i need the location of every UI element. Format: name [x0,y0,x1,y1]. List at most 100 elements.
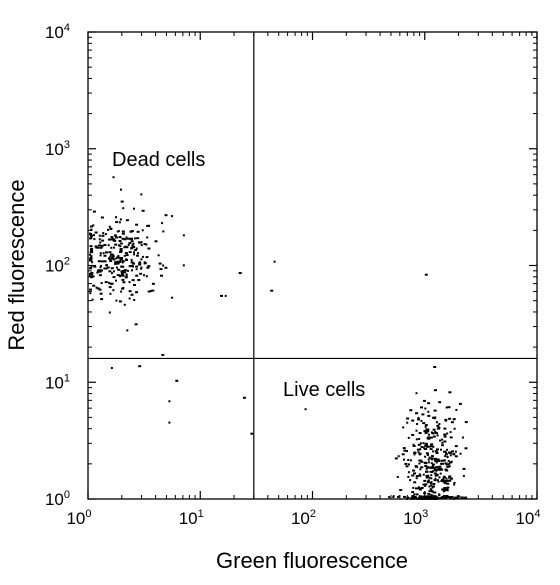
data-point [426,454,429,456]
data-point [412,445,416,447]
data-point [124,252,128,255]
data-point [444,476,446,479]
data-point [99,252,102,255]
data-point [426,437,429,440]
data-point [433,417,436,420]
data-point [422,442,425,445]
data-point [461,436,464,439]
data-point [441,479,445,481]
data-point [135,223,139,226]
data-point [126,269,129,272]
data-point [131,244,134,247]
data-point [427,414,431,417]
data-point [109,292,112,295]
data-point [431,497,435,500]
data-point [417,443,421,446]
data-point [119,259,122,262]
data-point [432,428,436,431]
data-point [109,282,112,285]
data-point [422,473,425,476]
data-point [110,267,114,270]
data-point [110,367,113,369]
data-point [89,237,92,240]
data-point [113,246,115,249]
data-point [432,445,435,448]
data-point [121,278,125,281]
data-point [415,392,418,395]
data-point [430,455,434,458]
data-point [140,193,143,196]
data-point [445,477,448,480]
data-point [151,282,155,285]
data-point [412,443,415,446]
data-point [137,279,141,281]
data-point [445,495,449,497]
data-point [420,459,423,462]
data-point [119,258,123,261]
data-point [117,268,121,271]
data-point [409,409,413,412]
data-point [394,457,398,460]
data-point [141,229,144,232]
data-point [147,265,151,268]
data-point [418,432,422,434]
data-point [448,475,451,478]
data-point [407,471,410,474]
data-point [445,469,449,472]
data-point [119,245,122,248]
data-point [145,243,148,246]
data-point [171,215,174,218]
data-point [100,260,104,263]
data-point [94,231,98,234]
data-point [443,427,447,430]
data-point [116,266,118,269]
data-point [392,495,395,498]
data-point [440,462,443,465]
data-point [161,222,163,225]
data-point [453,496,457,499]
data-point [412,469,416,472]
data-point [101,239,105,242]
data-point [220,294,223,297]
data-point [444,496,448,499]
data-point [238,272,242,274]
data-point [100,298,104,301]
data-point [423,447,426,450]
data-point [117,230,120,233]
data-point [100,244,103,247]
data-points [89,176,468,500]
data-point [436,479,439,482]
data-point [462,474,465,477]
data-point [442,459,445,462]
data-point [462,467,466,470]
data-point [420,460,424,463]
data-point [437,426,441,429]
data-point [118,240,122,242]
data-point [439,497,442,500]
data-point [126,237,130,240]
data-point [90,228,93,231]
data-point [132,246,136,249]
data-point [435,452,439,454]
data-point [130,258,133,261]
data-point [424,273,428,276]
data-point [102,252,105,255]
data-point [117,262,120,265]
data-point [128,281,131,284]
data-point [430,462,433,465]
data-point [448,451,452,454]
data-point [112,270,115,273]
data-point [417,416,420,419]
data-point [417,486,420,489]
data-point [171,296,174,299]
data-point [130,237,133,240]
data-point [89,267,93,270]
data-point [428,476,431,479]
data-point [425,467,428,470]
data-point [134,323,138,326]
data-point [117,256,121,259]
data-point [114,262,118,265]
data-point [434,468,438,471]
data-point [403,458,405,461]
